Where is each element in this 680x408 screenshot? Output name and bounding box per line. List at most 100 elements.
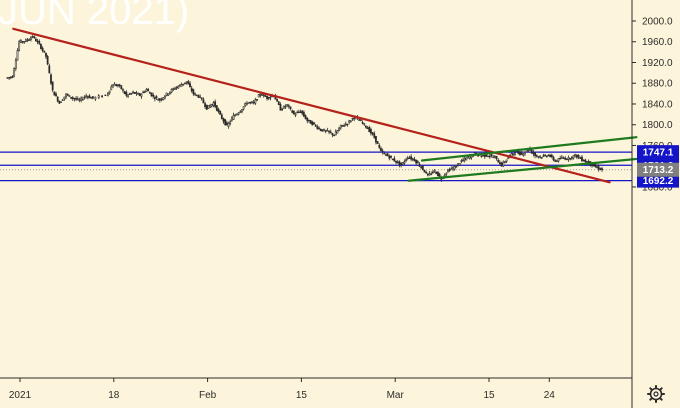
candle-body [353,117,356,120]
candle [401,162,404,165]
candle [80,96,83,103]
candle [78,97,81,103]
candle-body [560,156,563,159]
candle-body [21,41,24,43]
candle-body [534,152,536,156]
candle-body [376,141,379,145]
candle-body [53,91,56,96]
candle-body [368,127,371,133]
candle [371,132,374,136]
candle [169,91,171,95]
candle-body [267,97,270,99]
candle-body [35,38,37,42]
x-tick-label: Feb [199,390,217,401]
candle [236,113,238,116]
candle [537,156,540,159]
candle [346,123,349,127]
candle [276,98,279,103]
candle-body [576,154,578,158]
candle [430,171,433,176]
candle-body [33,36,36,38]
candle [331,132,334,138]
candle-body [426,173,429,176]
candle [53,91,56,96]
candle [185,81,188,85]
candle-body [329,131,332,134]
candle-body [117,84,119,87]
candle [163,94,166,100]
candle-body [333,134,335,137]
candle-body [122,89,124,91]
candle-body [185,81,188,84]
candle [244,102,247,107]
candle-body [76,98,79,100]
y-tick-label: 2000.0 [642,17,673,28]
candle [135,90,138,96]
candle [495,155,498,161]
candle-body [113,83,116,86]
candle-body [493,156,496,159]
candle [576,154,578,160]
candle-body [91,96,94,99]
candle [457,163,459,167]
candle-body [58,100,61,104]
gear-icon[interactable] [647,385,665,403]
candle-body [184,82,186,85]
candle-body [128,93,131,95]
candle [214,99,217,109]
level-price-tag [637,173,679,188]
candle [225,120,228,126]
level-price-tag [637,145,679,160]
candle-body [175,86,178,89]
candle [177,85,180,89]
candle-body [291,110,294,113]
candle [108,90,111,95]
candle [425,170,428,174]
candle-body [107,92,109,96]
candle-body [43,50,46,53]
candle [66,93,69,97]
candle [483,154,486,159]
candle-body [26,39,29,42]
candle [482,154,485,157]
candle-body [276,99,279,102]
candle-body [396,161,399,164]
candle [158,97,161,103]
candle [212,100,215,108]
candle-body [542,155,545,157]
candle [577,154,580,160]
candle [299,109,302,113]
candle [182,83,185,86]
candle [133,91,136,94]
candle [269,95,272,101]
candle [241,109,243,114]
candle-body [239,111,242,113]
candle [19,39,22,44]
candle [8,76,11,81]
candle-body [163,95,166,99]
candle [390,155,392,159]
candle-body [467,156,469,159]
candle [179,84,181,88]
candle-body [9,76,12,79]
candle [540,157,543,159]
candle-body [465,157,468,161]
candle-body [284,105,287,108]
candle-body [170,89,173,93]
candle [234,113,237,117]
candle [565,158,568,161]
time-axis[interactable]: 2021 18 Feb 15 Mar 15 24 [9,378,555,401]
candle [143,90,146,94]
candle [51,81,54,93]
candle [81,96,84,101]
candle-body [73,97,76,100]
candle-body [487,155,490,158]
candle [55,91,57,97]
candle [519,150,521,156]
candle-body [71,97,74,99]
candle [591,163,593,168]
candle-body [97,95,100,99]
level-price-label: 1747.1 [643,148,674,159]
